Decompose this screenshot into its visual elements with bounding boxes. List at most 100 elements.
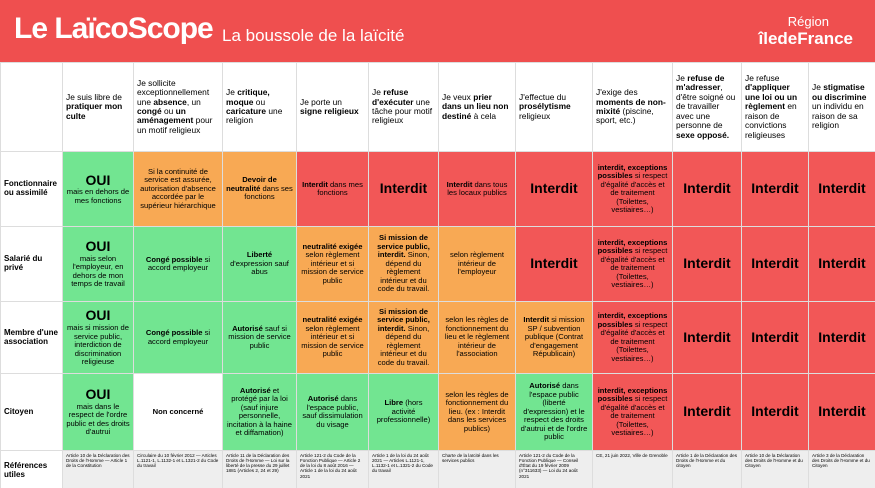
strong-text: interdit, exceptions possibles [597,385,668,403]
cell: Devoir de neutralité dans ses fonctions [222,151,297,227]
text: Je [812,82,824,93]
reference: Article 10 de la Déclaration des Droits … [62,450,134,488]
row: Membre d'une association OUI mais si missi… [0,301,875,374]
corner [0,62,63,152]
cell: interdit, exceptions possibles si respec… [592,226,673,302]
strong-text: sexe opposé. [676,129,730,140]
cell: Interdit [741,301,809,374]
strong-text: Liberté [246,250,273,260]
column-header: Je refuse d'exécuter une tâche pour moti… [368,62,439,152]
strong-text: Congé possible [145,328,203,337]
text: J'effectue du [519,91,567,102]
cell: neutralité exigée selon règlement intéri… [296,301,369,374]
cell: selon les règles de fonctionnement du li… [438,301,516,374]
text: selon règlement intérieur de l'employeur [449,250,505,277]
text: si mission SP / subvention publique (Con… [524,315,585,359]
text: ou [253,96,266,107]
cell: Interdit [741,151,809,227]
text: mais en dehors de mes fonctions [66,187,130,205]
text: ou [161,106,176,116]
cell: Non concerné [133,373,223,451]
strong-text: Interdit [446,179,473,189]
strong-text: Autorisé [307,394,339,403]
strong-text: signe religieux [300,106,359,116]
column-header: Je refuse d'appliquer une loi ou un règl… [741,62,809,152]
cell: Si la continuité de service est assurée,… [133,151,223,227]
table-body: Fonctionnaire ou assimilé OUI mais en deho… [0,151,875,488]
row: Citoyen OUI mais dans le respect de l'ordr… [0,373,875,451]
big-text: Interdit [751,255,799,272]
big-text: OUI [85,238,111,255]
big-text: Interdit [818,180,866,197]
text: si respect d'égalité d'accès et de trait… [600,319,668,363]
cell: Interdit dans mes fonctions [296,151,369,227]
table: Je suis libre de pratiquer mon culte Je s… [0,62,875,488]
text: Sinon, dépend du règlement intérieur et … [377,323,430,367]
column-header: Je porte un signe religieux [296,62,369,152]
cell: Interdit [741,373,809,451]
cell: Interdit [672,226,742,302]
cell: Interdit [808,373,875,451]
strong-text: Autorisé [529,381,561,391]
text: si respect d'égalité d'accès et de trait… [600,394,668,437]
strong-text: un aménagement [137,106,194,126]
column-header: J'effectue du prosélytisme religieux [515,62,593,152]
reference: Article 121-2 du Code de la Fonction Pub… [296,450,369,488]
row: Fonctionnaire ou assimilé OUI mais en deho… [0,151,875,227]
row: Salarié du privé OUI mais selon l'employeu… [0,226,875,302]
big-text: OUI [85,307,111,324]
text: dans mes fonctions [317,179,363,197]
text: dans tous les locaux publics [447,179,508,197]
title: Le LaïcoScope [14,12,214,45]
big-text: OUI [85,386,111,403]
big-text: Interdit [379,180,428,197]
text: Je refuse [745,73,780,84]
row-label: Salarié du privé [0,226,63,302]
text: une religion [226,106,283,126]
strong-text: stigmatise ou discrimine [812,82,867,102]
text: (hors activité professionnelle) [376,398,431,425]
row-label: Citoyen [0,373,63,451]
column-header: Je critique, moque ou caricature une rel… [222,62,297,152]
cell: interdit, exceptions possibles si respec… [592,373,673,451]
cell: Libre (hors activité professionnelle) [368,373,439,451]
text: dans l'espace public (liberté d'expressi… [520,381,588,442]
references-row: Références utiles Article 10 de la Déclar… [0,450,875,488]
strong-text: pratiquer mon culte [66,101,123,121]
brand-top: Région [787,14,829,29]
text: Si la continuité de service est assurée,… [140,166,216,210]
cell: Interdit [515,151,593,227]
cell: neutralité exigée selon règlement intéri… [296,226,369,302]
strong-text: Autorisé [232,323,263,333]
text: selon les règles de fonctionnement du li… [444,315,510,359]
text: J'exige des [596,87,638,98]
row-label: Membre d'une association [0,301,63,374]
cell: Interdit [672,373,742,451]
reference: Article 1 de la Déclaration des Droits d… [672,450,742,488]
cell: Interdit [808,226,875,302]
text: mais dans le respect de l'ordre public e… [66,401,130,437]
text: sauf si mission de service public [228,323,291,350]
strong-text: Si mission de service public, interdit. [377,306,430,333]
big-text: Interdit [818,403,866,420]
reference: Article 11 de la Déclaration des Droits … [222,450,297,488]
cell: OUI mais en dehors de mes fonctions [62,151,134,227]
cell: Interdit dans tous les locaux publics [438,151,516,227]
brand: îledeFrance [758,29,854,48]
text: (piscine, sport, etc.) [596,106,654,126]
column-header: Je sollicite exceptionnellement une abse… [133,62,223,152]
cell: Congé possible si accord employeur [133,226,223,302]
strong-text: congé [137,106,162,116]
big-text: OUI [85,171,111,188]
strong-text: Devoir de neutralité [226,175,277,193]
text: selon règlement intérieur et si mission … [301,323,364,359]
text: dans ses fonctions [244,183,293,202]
reference: CE, 21 juin 2022, Ville de Grenoble [592,450,673,488]
strong-text: Congé possible [145,254,203,264]
text: si accord employeur [147,254,211,272]
text: en raison de convictions religieuses [745,101,797,140]
text: Je [676,73,688,84]
row-label: Références utiles [0,450,63,488]
text: Je porte un [300,96,342,107]
